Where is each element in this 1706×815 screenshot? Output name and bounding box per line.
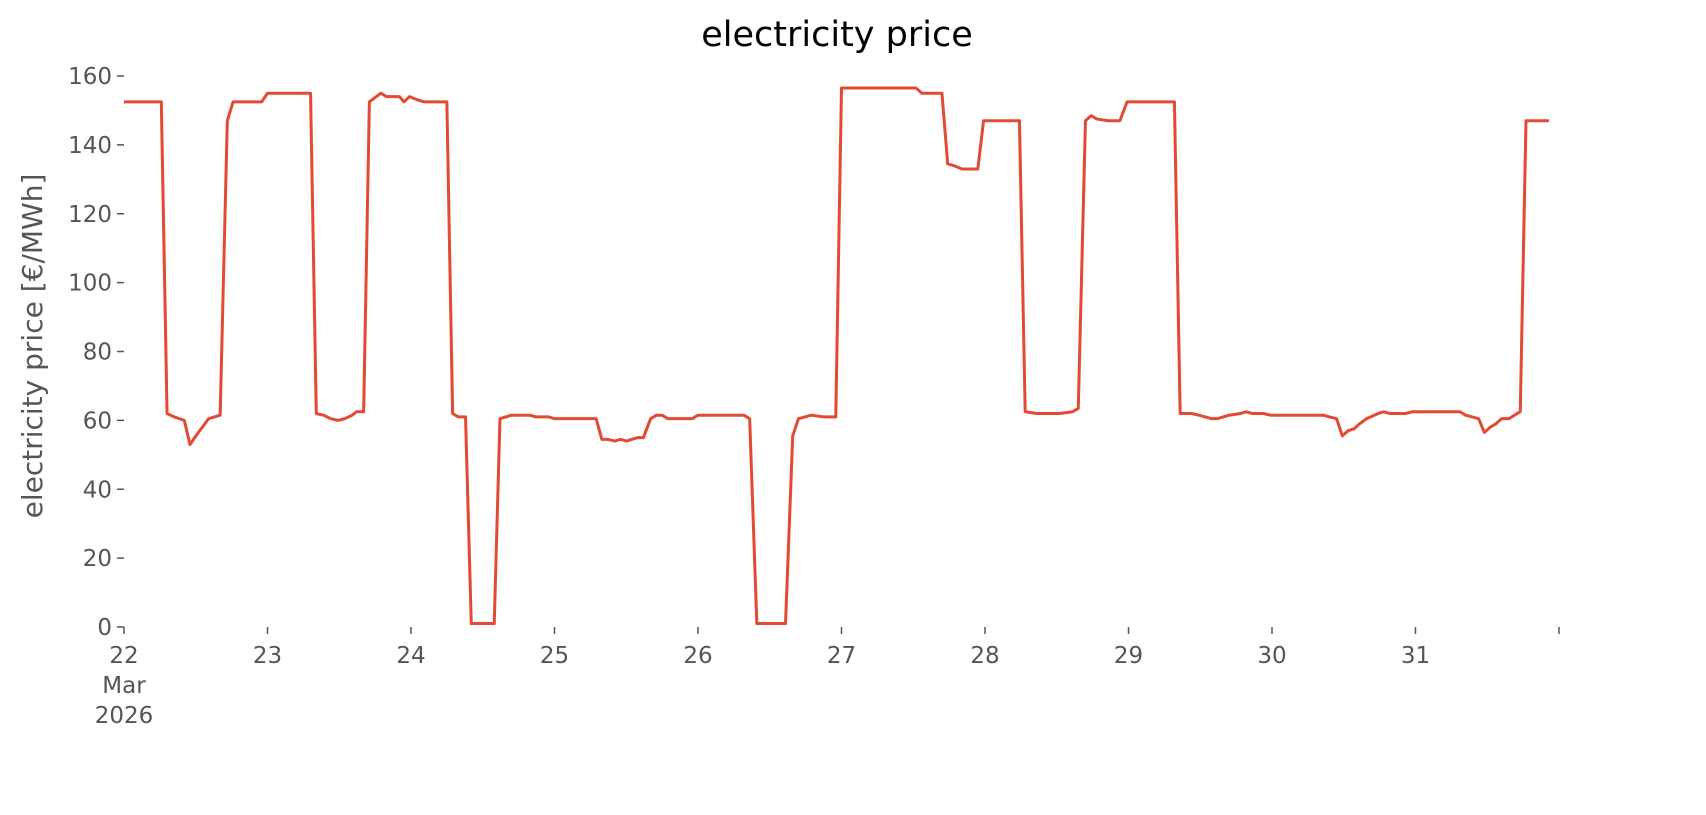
y-tick-label: 0: [97, 615, 112, 641]
y-tick-label: 80: [83, 340, 112, 366]
x-tick-label: 22 Mar 2026: [95, 643, 154, 729]
x-tick-label: 26: [683, 643, 712, 669]
x-tick-label: 31: [1401, 643, 1430, 669]
x-tick-label: 23: [253, 643, 282, 669]
y-tick-label: 120: [68, 202, 112, 228]
y-tick-label: 140: [68, 133, 112, 159]
x-tick-label-line: 22: [109, 643, 138, 669]
x-tick-label: 27: [827, 643, 856, 669]
x-tick-label-line: Mar: [102, 673, 146, 699]
x-tick-label: 28: [970, 643, 999, 669]
y-axis-label: electricity price [€/MWh]: [16, 174, 49, 519]
x-tick-label: 29: [1114, 643, 1143, 669]
price-line: [124, 86, 1549, 626]
x-tick-label: 30: [1257, 643, 1286, 669]
y-tick-label: 60: [83, 408, 112, 434]
y-tick-label: 160: [68, 64, 112, 90]
y-tick-label: 20: [83, 546, 112, 572]
x-tick-label: 24: [396, 643, 425, 669]
chart-title: electricity price: [701, 15, 973, 55]
y-tick-label: 40: [83, 477, 112, 503]
y-tick-label: 100: [68, 271, 112, 297]
x-tick-label: 25: [540, 643, 569, 669]
x-tick-label-line: 2026: [95, 703, 154, 729]
